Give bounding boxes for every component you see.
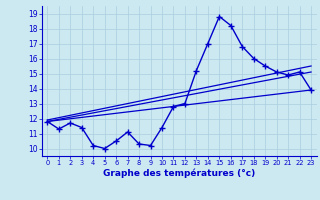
X-axis label: Graphe des températures (°c): Graphe des températures (°c) xyxy=(103,169,255,178)
